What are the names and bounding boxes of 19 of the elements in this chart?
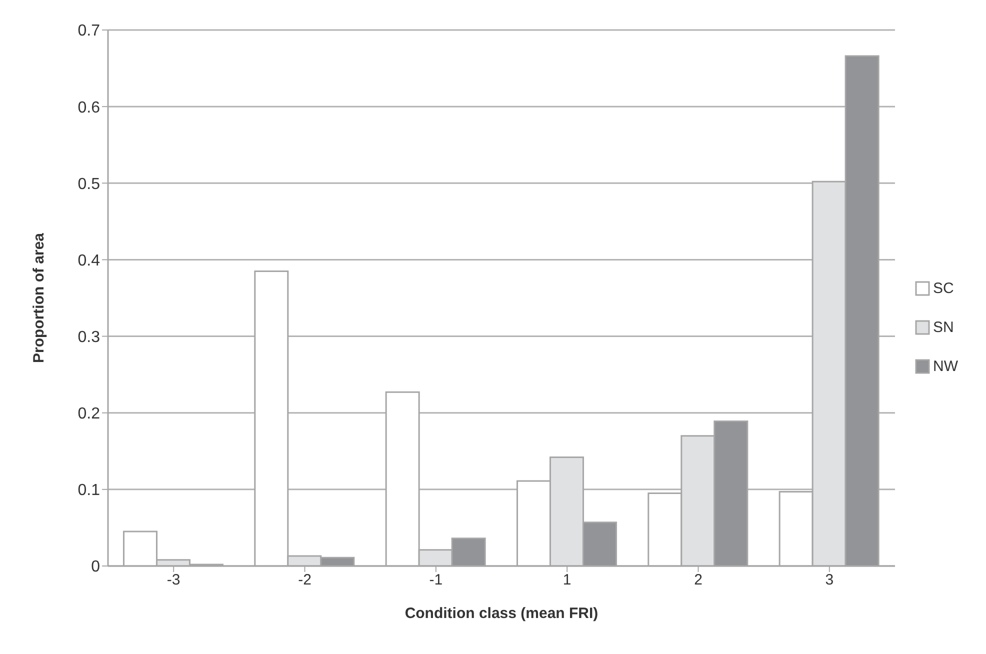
x-tick-label: 3	[825, 572, 834, 589]
legend-label: NW	[933, 358, 958, 374]
y-tick-label: 0.4	[78, 252, 100, 270]
y-tick-label: 0.6	[78, 99, 100, 116]
x-tick-label: -2	[298, 572, 312, 589]
y-axis-title: Proportion of area	[30, 232, 48, 364]
y-tick-label: 0.7	[78, 22, 100, 40]
y-tick-label: 0	[91, 558, 100, 576]
x-tick-label: -3	[166, 572, 180, 589]
x-tick-label: -1	[429, 572, 443, 589]
y-tick-label: 0.5	[78, 176, 100, 193]
legend-label: SC	[933, 280, 954, 296]
y-tick-label: 0.1	[78, 482, 100, 500]
x-axis-title: Condition class (mean FRI)	[404, 605, 598, 622]
y-tick-label: 0.2	[78, 406, 100, 423]
legend-label: SN	[933, 318, 954, 336]
y-tick-label: 0.3	[78, 328, 100, 346]
x-tick-label: 2	[694, 572, 702, 589]
x-tick-label: 1	[562, 572, 572, 589]
